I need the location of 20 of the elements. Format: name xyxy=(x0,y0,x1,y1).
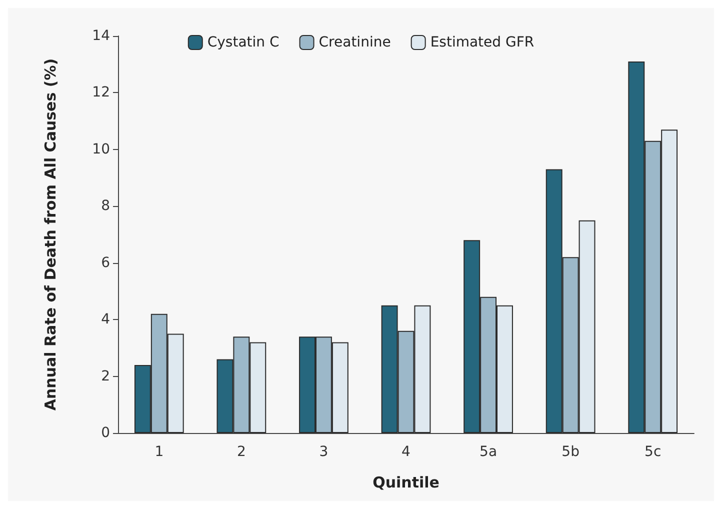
y-tick-label: 2 xyxy=(101,368,110,384)
y-tick-label: 0 xyxy=(101,425,110,441)
y-tick-label: 6 xyxy=(101,254,110,271)
x-tick-label: 4 xyxy=(402,444,411,460)
y-axis-title: Annual Rate of Death from All Causes (%) xyxy=(42,58,60,411)
x-tick-label: 1 xyxy=(154,444,164,460)
x-tick-label: 5a xyxy=(480,444,498,460)
y-tick-label: 4 xyxy=(101,312,110,328)
legend-label: Creatinine xyxy=(318,34,391,50)
y-tick-label: 8 xyxy=(101,198,110,214)
x-tick-label: 2 xyxy=(236,444,246,460)
x-axis-title: Quintile xyxy=(372,474,440,492)
legend-label: Estimated GFR xyxy=(430,34,534,50)
y-tick-label: 10 xyxy=(92,141,110,158)
legend-label: Cystatin C xyxy=(207,34,280,50)
x-tick-label: 5c xyxy=(644,444,662,460)
x-tick-label: 5b xyxy=(562,444,580,460)
x-tick-label: 3 xyxy=(319,444,328,460)
y-tick-label: 14 xyxy=(92,28,110,44)
y-tick-label: 12 xyxy=(92,84,110,101)
